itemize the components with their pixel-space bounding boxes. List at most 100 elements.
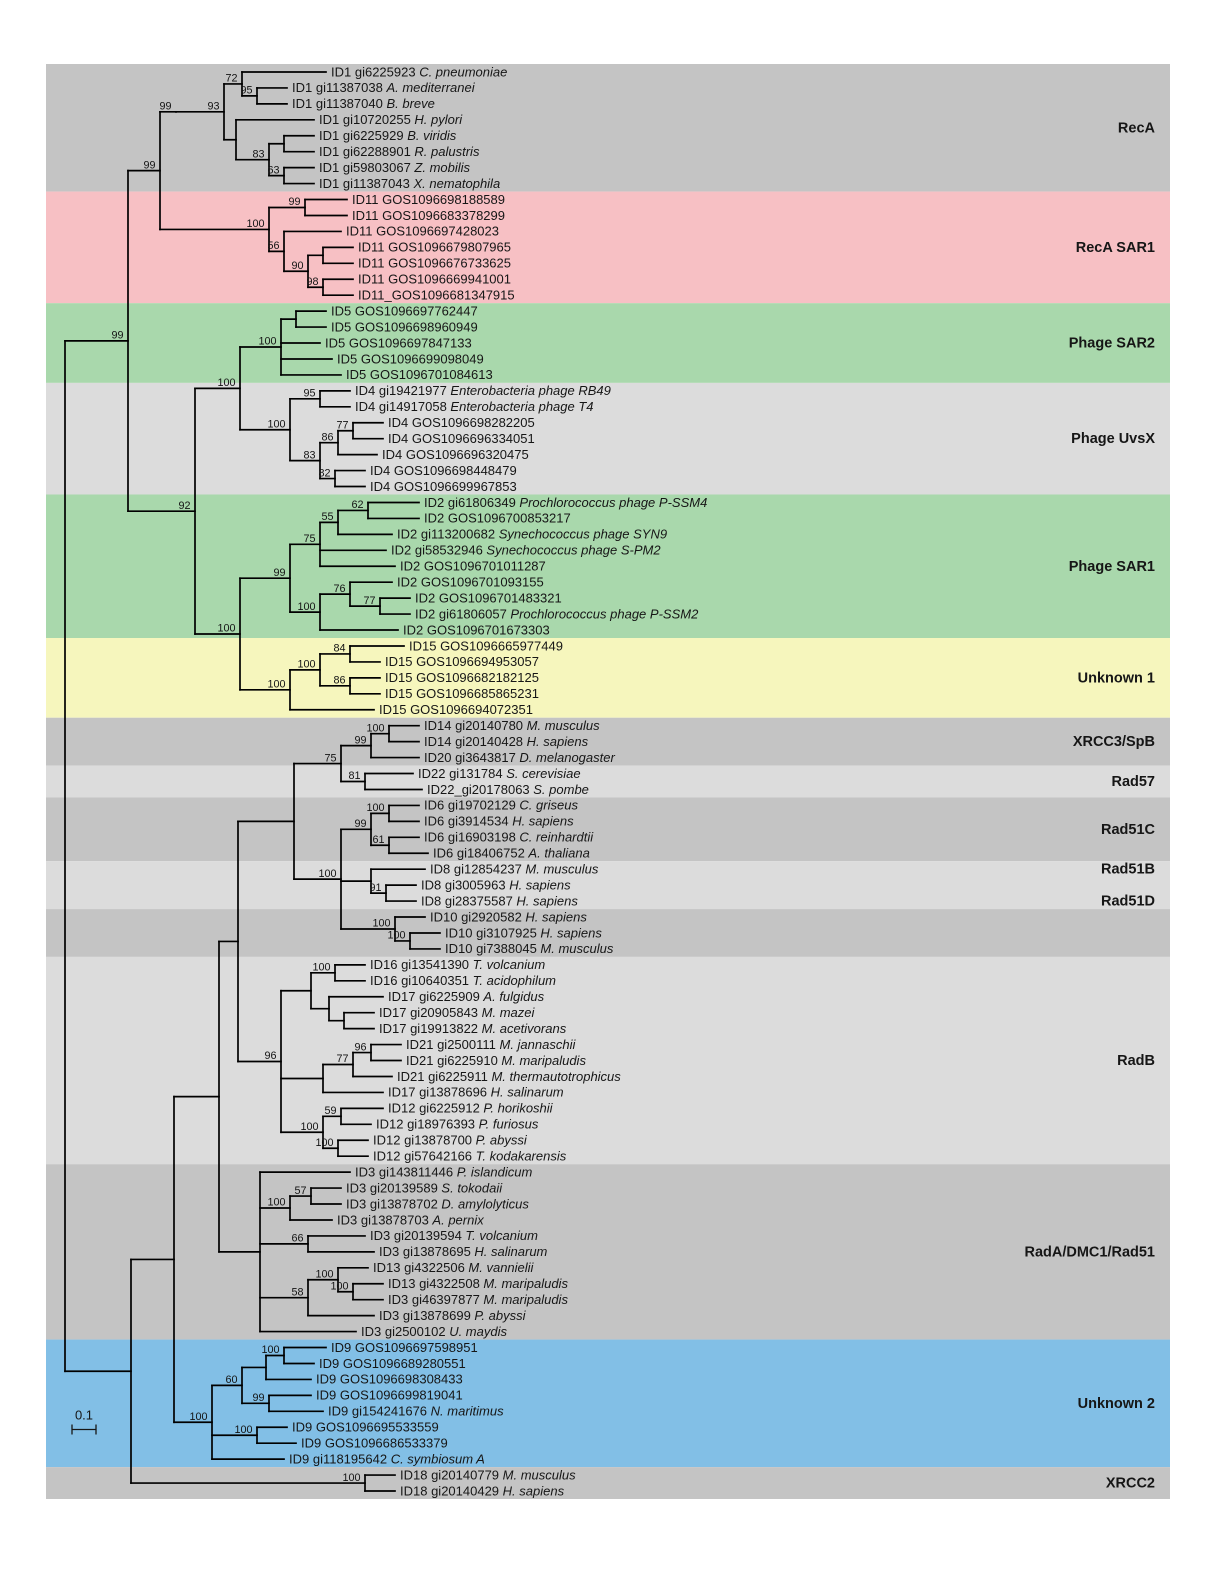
svg-text:ID13 gi4322508 M. maripaludis: ID13 gi4322508 M. maripaludis	[388, 1276, 568, 1291]
svg-text:ID3 gi13878695 H. salinarum: ID3 gi13878695 H. salinarum	[379, 1244, 548, 1259]
svg-text:ID18 gi20140429 H. sapiens: ID18 gi20140429 H. sapiens	[400, 1483, 565, 1498]
svg-text:ID1 gi10720255 H. pylori: ID1 gi10720255 H. pylori	[319, 112, 463, 127]
svg-text:100: 100	[315, 1268, 333, 1280]
svg-text:ID14 gi20140780 M. musculus: ID14 gi20140780 M. musculus	[424, 718, 600, 733]
svg-text:ID8 gi28375587 H. sapiens: ID8 gi28375587 H. sapiens	[421, 893, 578, 908]
svg-text:ID5 GOS1096698960949: ID5 GOS1096698960949	[331, 319, 478, 334]
svg-text:ID2 gi113200682 Synechococcus: ID2 gi113200682 Synechococcus phage SYN9	[397, 527, 667, 542]
svg-text:95: 95	[240, 85, 252, 97]
svg-text:ID2 GOS1096701483321: ID2 GOS1096701483321	[415, 590, 562, 605]
svg-text:ID11 GOS1096669941001: ID11 GOS1096669941001	[358, 272, 511, 287]
svg-text:ID10 gi3107925 H. sapiens: ID10 gi3107925 H. sapiens	[445, 925, 602, 940]
svg-text:ID1 gi6225929 B. viridis: ID1 gi6225929 B. viridis	[319, 128, 457, 143]
svg-text:75: 75	[303, 533, 315, 545]
svg-text:98: 98	[306, 276, 318, 288]
svg-text:56: 56	[267, 240, 279, 252]
svg-text:ID15 GOS1096682182125: ID15 GOS1096682182125	[385, 670, 539, 685]
svg-text:ID9 GOS1096698308433: ID9 GOS1096698308433	[316, 1372, 463, 1387]
svg-text:ID1 gi59803067 Z. mobilis: ID1 gi59803067 Z. mobilis	[319, 160, 471, 175]
svg-text:ID15 GOS1096694953057: ID15 GOS1096694953057	[385, 654, 539, 669]
svg-text:100: 100	[246, 218, 264, 230]
svg-text:92: 92	[178, 500, 190, 512]
svg-text:ID12 gi13878700 P. abyssi: ID12 gi13878700 P. abyssi	[373, 1133, 528, 1148]
svg-text:58: 58	[291, 1286, 303, 1298]
svg-text:99: 99	[288, 196, 300, 208]
svg-text:ID3 gi143811446 P. islandicum: ID3 gi143811446 P. islandicum	[355, 1164, 532, 1179]
svg-text:90: 90	[291, 260, 303, 272]
svg-text:ID14 gi20140428 H. sapiens: ID14 gi20140428 H. sapiens	[424, 734, 589, 749]
svg-text:ID1 gi11387043 X. nematophila: ID1 gi11387043 X. nematophila	[319, 176, 500, 191]
svg-text:91: 91	[369, 882, 381, 894]
svg-text:ID17 gi20905843 M. mazei: ID17 gi20905843 M. mazei	[379, 1005, 535, 1020]
svg-text:Rad51D: Rad51D	[1101, 894, 1155, 910]
svg-text:86: 86	[333, 675, 345, 687]
svg-text:RecA SAR1: RecA SAR1	[1076, 240, 1155, 256]
svg-text:ID5 GOS1096697762447: ID5 GOS1096697762447	[331, 303, 478, 318]
svg-text:77: 77	[363, 595, 375, 607]
svg-text:ID21 gi2500111 M. jannaschii: ID21 gi2500111 M. jannaschii	[406, 1037, 576, 1052]
svg-text:55: 55	[321, 511, 333, 523]
svg-text:ID2 gi61806057 Prochlorococcus: ID2 gi61806057 Prochlorococcus phage P-S…	[415, 606, 699, 621]
svg-text:ID8 gi12854237 M. musculus: ID8 gi12854237 M. musculus	[430, 861, 599, 876]
svg-text:96: 96	[264, 1050, 276, 1062]
svg-text:ID17 gi13878696 H. salinarum: ID17 gi13878696 H. salinarum	[388, 1085, 564, 1100]
svg-text:100: 100	[387, 930, 405, 942]
svg-text:Unknown 1: Unknown 1	[1078, 670, 1155, 686]
svg-text:100: 100	[366, 722, 384, 734]
svg-text:ID6 gi19702129 C. griseus: ID6 gi19702129 C. griseus	[424, 798, 578, 813]
svg-text:76: 76	[333, 583, 345, 595]
svg-text:100: 100	[217, 377, 235, 389]
svg-text:XRCC2: XRCC2	[1106, 1476, 1155, 1492]
svg-text:99: 99	[273, 567, 285, 579]
svg-text:ID20 gi3643817 D. melanogaster: ID20 gi3643817 D. melanogaster	[424, 750, 615, 765]
svg-text:RadB: RadB	[1117, 1053, 1155, 1069]
svg-text:100: 100	[189, 1411, 207, 1423]
svg-text:100: 100	[297, 601, 315, 613]
svg-text:ID9 GOS1096689280551: ID9 GOS1096689280551	[319, 1356, 466, 1371]
svg-text:ID18 gi20140779 M. musculus: ID18 gi20140779 M. musculus	[400, 1467, 576, 1482]
svg-text:ID2 GOS1096701011287: ID2 GOS1096701011287	[400, 559, 546, 574]
svg-text:ID9 GOS1096695533559: ID9 GOS1096695533559	[292, 1420, 439, 1435]
svg-text:ID4 gi14917058 Enterobacteria: ID4 gi14917058 Enterobacteria phage T4	[355, 399, 594, 414]
svg-text:ID11_GOS1096681347915: ID11_GOS1096681347915	[358, 287, 515, 302]
svg-text:100: 100	[267, 679, 285, 691]
svg-text:100: 100	[330, 1280, 348, 1292]
svg-text:0.1: 0.1	[75, 1408, 93, 1423]
svg-text:ID10 gi2920582 H. sapiens: ID10 gi2920582 H. sapiens	[430, 909, 587, 924]
svg-text:ID9 GOS1096699819041: ID9 GOS1096699819041	[316, 1388, 463, 1403]
svg-text:83: 83	[303, 449, 315, 461]
svg-text:83: 83	[252, 148, 264, 160]
svg-text:99: 99	[354, 818, 366, 830]
svg-text:Phage SAR1: Phage SAR1	[1069, 559, 1155, 575]
svg-text:59: 59	[324, 1105, 336, 1117]
svg-text:ID22 gi131784 S. cerevisiae: ID22 gi131784 S. cerevisiae	[418, 766, 581, 781]
svg-text:ID16 gi13541390 T. volcanium: ID16 gi13541390 T. volcanium	[370, 957, 545, 972]
svg-text:100: 100	[267, 418, 285, 430]
svg-text:RadA/DMC1/Rad51: RadA/DMC1/Rad51	[1024, 1244, 1155, 1260]
svg-text:63: 63	[267, 164, 279, 176]
svg-text:81: 81	[348, 770, 360, 782]
svg-text:ID2 GOS1096700853217: ID2 GOS1096700853217	[424, 511, 571, 526]
svg-text:100: 100	[217, 623, 235, 635]
svg-text:ID21 gi6225911 M. thermautotro: ID21 gi6225911 M. thermautotrophicus	[397, 1069, 621, 1084]
svg-text:ID11 GOS1096683378299: ID11 GOS1096683378299	[352, 208, 505, 223]
svg-text:100: 100	[267, 1197, 285, 1209]
svg-text:ID2 gi58532946 Synechococcus p: ID2 gi58532946 Synechococcus phage S-PM2	[391, 543, 661, 558]
svg-text:77: 77	[336, 1053, 348, 1065]
svg-text:ID11 GOS1096698188589: ID11 GOS1096698188589	[352, 192, 505, 207]
svg-text:62: 62	[351, 499, 363, 511]
svg-text:ID21 gi6225910 M. maripaludis: ID21 gi6225910 M. maripaludis	[406, 1053, 586, 1068]
svg-text:ID1 gi11387038 A. mediterranei: ID1 gi11387038 A. mediterranei	[292, 80, 476, 95]
svg-text:ID6 gi18406752 A. thaliana: ID6 gi18406752 A. thaliana	[433, 846, 590, 861]
svg-text:ID1 gi11387040 B. breve: ID1 gi11387040 B. breve	[292, 96, 435, 111]
svg-text:61: 61	[372, 834, 384, 846]
svg-text:ID4 GOS1096696320475: ID4 GOS1096696320475	[382, 447, 529, 462]
svg-text:99: 99	[143, 159, 155, 171]
svg-text:82: 82	[318, 467, 330, 479]
svg-text:ID4 gi19421977 Enterobacteria: ID4 gi19421977 Enterobacteria phage RB49	[355, 383, 611, 398]
svg-text:100: 100	[312, 962, 330, 974]
svg-text:93: 93	[207, 101, 219, 113]
svg-text:ID2 gi61806349 Prochlorococcus: ID2 gi61806349 Prochlorococcus phage P-S…	[424, 495, 707, 510]
svg-text:66: 66	[291, 1233, 303, 1245]
svg-text:ID9 GOS1096697598951: ID9 GOS1096697598951	[331, 1340, 478, 1355]
